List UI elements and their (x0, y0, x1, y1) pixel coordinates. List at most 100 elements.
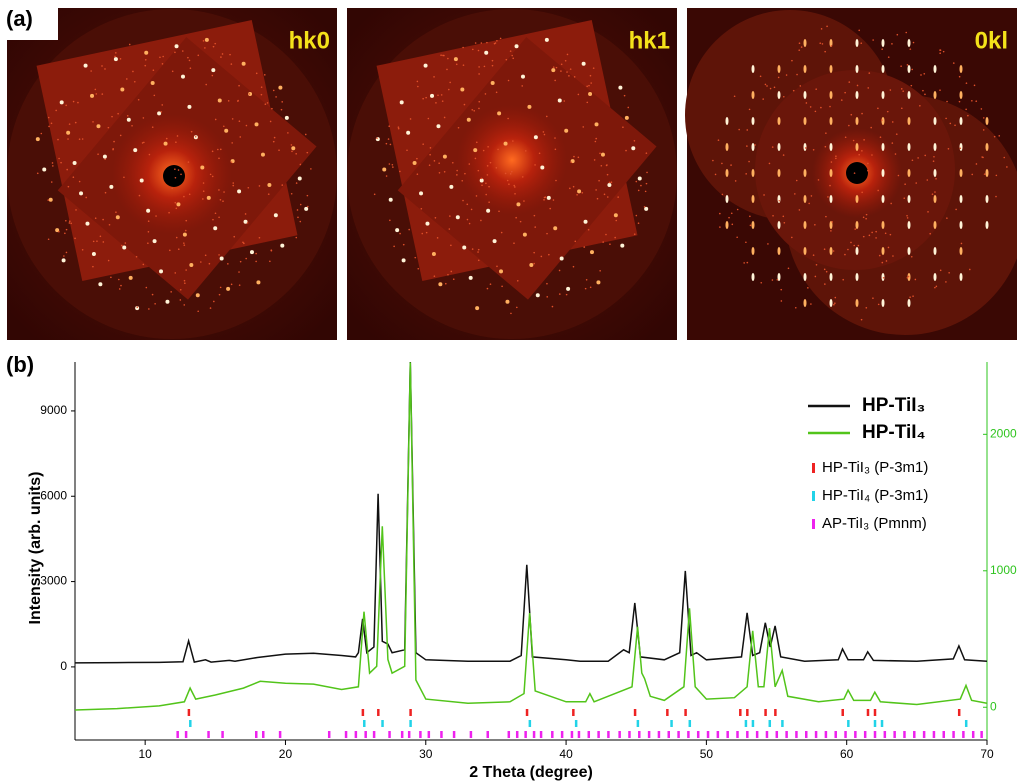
speckle (507, 117, 509, 120)
speckle (486, 287, 489, 290)
speckle (808, 202, 810, 205)
reflection-tick (768, 720, 772, 727)
speckle (112, 148, 114, 151)
speckle (481, 184, 483, 187)
speckle (433, 76, 435, 78)
speckle (118, 278, 120, 281)
speckle (422, 97, 424, 100)
speckle (889, 89, 892, 91)
speckle (644, 190, 647, 193)
spot (425, 221, 430, 226)
spot (881, 195, 885, 203)
spot (881, 273, 885, 281)
spot (881, 247, 885, 255)
speckle (222, 200, 224, 203)
speckle (242, 241, 244, 244)
spot (224, 128, 229, 133)
speckle (72, 100, 75, 103)
reflection-tick (666, 709, 669, 716)
spot (157, 111, 162, 116)
speckle (975, 100, 978, 103)
spot (479, 178, 484, 183)
speckle (238, 84, 240, 87)
speckle (602, 241, 604, 243)
speckle (244, 213, 247, 215)
speckle (142, 263, 145, 266)
speckle (68, 220, 71, 222)
speckle (397, 127, 400, 130)
panel-label: (a) (6, 6, 33, 31)
spot (829, 221, 833, 229)
speckle (421, 232, 424, 235)
spot (174, 44, 179, 49)
speckle (640, 184, 642, 187)
speckle (878, 254, 881, 257)
spot (881, 143, 885, 151)
speckle (66, 168, 68, 171)
speckle (805, 102, 808, 104)
speckle (844, 91, 846, 94)
speckle (834, 302, 836, 305)
reflection-tick (515, 731, 519, 738)
speckle (558, 293, 561, 295)
speckle (214, 42, 217, 45)
spot (79, 191, 84, 196)
speckle (772, 214, 774, 217)
spot (881, 299, 885, 307)
speckle (188, 59, 191, 62)
x-tick-label: 10 (138, 747, 152, 761)
speckle (565, 293, 568, 296)
speckle (197, 310, 199, 313)
panel-a: (a) hk0 hk1 0kl (0, 0, 1017, 340)
speckle (233, 235, 236, 238)
spot (213, 226, 218, 231)
speckle (392, 166, 394, 168)
speckle (223, 191, 225, 193)
spot (66, 130, 71, 135)
speckle (220, 56, 222, 58)
speckle (218, 254, 220, 256)
reflection-tick (775, 731, 779, 738)
spot (803, 143, 807, 151)
x-tick-label: 30 (419, 747, 433, 761)
speckle (408, 228, 410, 231)
speckle (965, 82, 968, 84)
speckle (437, 94, 439, 97)
speckle (237, 100, 239, 102)
speckle (717, 139, 720, 141)
spot (933, 169, 937, 177)
spot (829, 169, 833, 177)
speckle (387, 138, 390, 140)
speckle (385, 142, 388, 145)
spot (533, 135, 538, 140)
speckle (1003, 156, 1006, 159)
reflection-tick (607, 731, 610, 738)
speckle (450, 270, 453, 273)
speckle (960, 242, 963, 245)
speckle (521, 176, 524, 178)
speckle (185, 269, 187, 271)
spot (553, 226, 558, 231)
speckle (749, 224, 752, 227)
speckle (738, 128, 740, 131)
speckle (825, 215, 827, 218)
speckle (995, 195, 997, 198)
speckle (51, 162, 54, 164)
speckle (102, 218, 104, 221)
speckle (721, 162, 723, 165)
y-tick-label: 0 (60, 659, 67, 673)
spot (803, 247, 807, 255)
speckle (875, 237, 877, 239)
speckle (861, 150, 863, 152)
speckle (456, 169, 458, 172)
spot (829, 117, 833, 125)
speckle (128, 43, 131, 46)
speckle (183, 279, 186, 282)
speckle (863, 139, 865, 141)
speckle (399, 232, 401, 235)
spot (881, 91, 885, 99)
spot (803, 65, 807, 73)
speckle (778, 199, 781, 202)
reflection-tick (221, 731, 224, 738)
speckle (110, 276, 112, 279)
